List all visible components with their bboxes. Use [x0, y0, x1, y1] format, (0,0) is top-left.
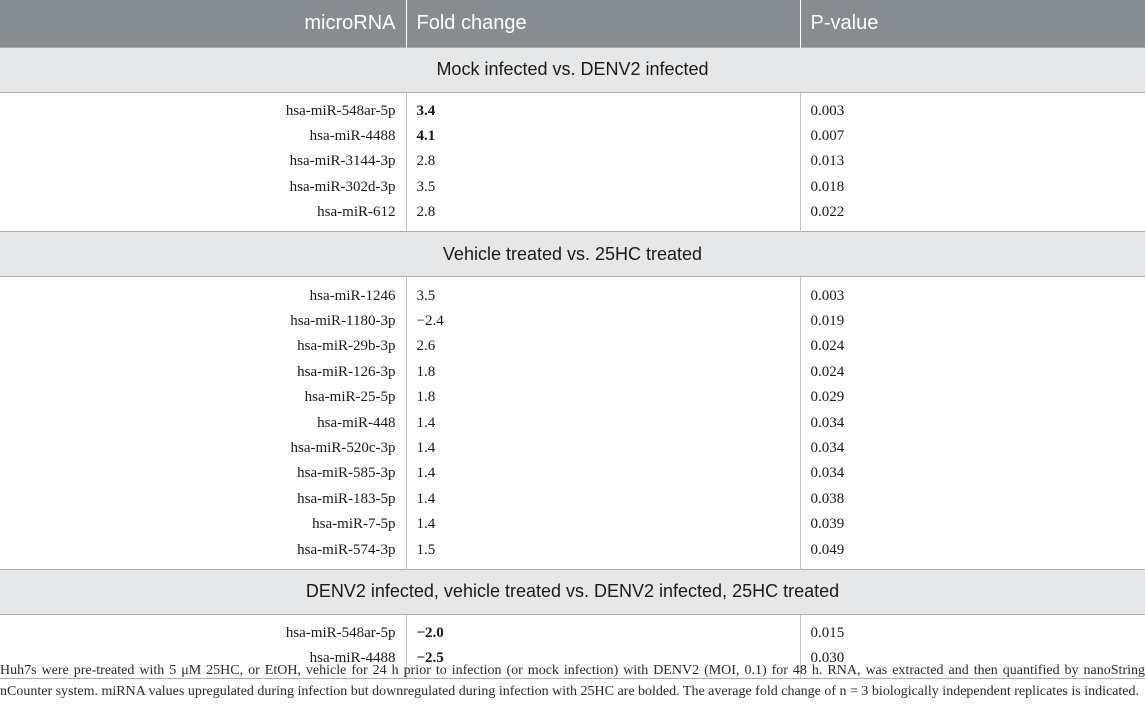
cell-microrna: hsa-miR-302d-3p	[0, 174, 407, 201]
cell-microrna: hsa-miR-585-3p	[0, 461, 407, 487]
cell-microrna: hsa-miR-612	[0, 200, 407, 232]
section-header-row: Vehicle treated vs. 25HC treated	[0, 231, 1145, 278]
header-microrna: microRNA	[0, 0, 407, 47]
cell-microrna: hsa-miR-4488	[0, 123, 407, 150]
cell-fold-change: 2.8	[406, 200, 801, 232]
cell-microrna: hsa-miR-29b-3p	[0, 334, 407, 360]
table-row: hsa-miR-1180-3p −2.4 0.019	[0, 308, 1145, 335]
cell-p-value: 0.024	[810, 363, 845, 380]
cell-p-value: 0.024	[810, 338, 845, 355]
table-row: hsa-miR-29b-3p 2.6 0.024	[0, 334, 1145, 360]
cell-microrna: hsa-miR-7-5p	[0, 511, 407, 538]
cell-microrna: hsa-miR-183-5p	[0, 486, 407, 512]
cell-fold-change: 2.8	[406, 149, 801, 175]
table-row: hsa-miR-7-5p 1.4 0.039	[0, 511, 1145, 538]
cell-p-value: 0.049	[810, 541, 845, 558]
cell-microrna: hsa-miR-574-3p	[0, 537, 407, 570]
table-row: hsa-miR-4488 −2.5 0.030	[0, 646, 1145, 679]
cell-fold-change: −2.4	[406, 308, 801, 335]
cell-microrna: hsa-miR-1180-3p	[0, 308, 407, 335]
cell-fold-change: 3.5	[406, 174, 801, 201]
table-row: hsa-miR-1246 3.5 0.003	[0, 276, 1145, 309]
cell-p-value: 0.013	[810, 153, 845, 170]
cell-p-value: 0.015	[810, 624, 845, 641]
cell-fold-change: −2.0	[406, 614, 801, 647]
table-row: hsa-miR-4488 4.1 0.007	[0, 123, 1145, 150]
table-row: hsa-miR-126-3p 1.8 0.024	[0, 359, 1145, 386]
cell-p-value: 0.018	[810, 178, 845, 195]
cell-microrna: hsa-miR-548ar-5p	[0, 92, 407, 124]
table-row: hsa-miR-548ar-5p −2.0 0.015	[0, 614, 1145, 647]
section-header-row: Mock infected vs. DENV2 infected	[0, 46, 1145, 93]
section-header-row: DENV2 infected, vehicle treated vs. DENV…	[0, 568, 1145, 615]
table-footnote: Huh7s were pre-treated with 5 μM 25HC, o…	[0, 663, 1145, 699]
header-fold-change: Fold change	[406, 0, 801, 47]
table-row: hsa-miR-302d-3p 3.5 0.018	[0, 174, 1145, 201]
cell-microrna: hsa-miR-448	[0, 410, 407, 436]
table-row: hsa-miR-585-3p 1.4 0.034	[0, 461, 1145, 487]
table-body: Mock infected vs. DENV2 infected hsa-miR-…	[0, 46, 1145, 679]
table-row: hsa-miR-548ar-5p 3.4 0.003	[0, 92, 1145, 124]
cell-p-value: 0.003	[810, 287, 845, 304]
cell-p-value: 0.034	[810, 439, 845, 456]
fold-change-bold: −2.5	[416, 650, 444, 667]
fold-change-bold: 4.1	[416, 128, 436, 145]
cell-fold-change: 1.5	[406, 537, 801, 570]
cell-microrna: hsa-miR-1246	[0, 276, 407, 309]
table-header: microRNA Fold change P-value	[0, 0, 1145, 47]
cell-p-value: 0.039	[810, 516, 845, 533]
cell-fold-change: 1.8	[406, 385, 801, 411]
section-title: DENV2 infected, vehicle treated vs. DENV…	[0, 568, 1145, 615]
fold-change-bold: 3.4	[416, 102, 436, 119]
header-row: microRNA Fold change P-value	[0, 0, 1145, 47]
cell-p-value: 0.029	[810, 389, 845, 406]
table-row: hsa-miR-520c-3p 1.4 0.034	[0, 435, 1145, 462]
cell-p-value: 0.034	[810, 414, 845, 431]
cell-microrna: hsa-miR-126-3p	[0, 359, 407, 386]
cell-fold-change: 3.5	[406, 276, 801, 309]
section-title: Mock infected vs. DENV2 infected	[0, 46, 1145, 93]
section-title: Vehicle treated vs. 25HC treated	[0, 231, 1145, 278]
cell-microrna: hsa-miR-4488	[0, 646, 407, 679]
header-p-value: P-value	[800, 0, 1145, 47]
table-row: hsa-miR-25-5p 1.8 0.029	[0, 385, 1145, 411]
cell-fold-change: 1.4	[406, 435, 801, 462]
cell-fold-change: 1.4	[406, 461, 801, 487]
cell-p-value: 0.003	[810, 102, 845, 119]
cell-fold-change: 1.4	[406, 511, 801, 538]
table-row: hsa-miR-574-3p 1.5 0.049	[0, 537, 1145, 570]
cell-p-value: 0.007	[810, 128, 845, 145]
table-row: hsa-miR-183-5p 1.4 0.038	[0, 486, 1145, 512]
cell-p-value: 0.019	[810, 313, 845, 330]
cell-fold-change: 4.1	[406, 123, 801, 150]
cell-fold-change: 1.4	[406, 486, 801, 512]
table-row: hsa-miR-448 1.4 0.034	[0, 410, 1145, 436]
cell-fold-change: 1.8	[406, 359, 801, 386]
cell-microrna: hsa-miR-548ar-5p	[0, 614, 407, 647]
cell-p-value: 0.022	[810, 204, 845, 221]
cell-microrna: hsa-miR-520c-3p	[0, 435, 407, 462]
mirna-table: microRNA Fold change P-value Mock infect…	[0, 0, 1145, 679]
cell-microrna: hsa-miR-25-5p	[0, 385, 407, 411]
cell-microrna: hsa-miR-3144-3p	[0, 149, 407, 175]
cell-fold-change: 3.4	[406, 92, 801, 124]
cell-fold-change: 2.6	[406, 334, 801, 360]
cell-p-value: 0.038	[810, 490, 845, 507]
fold-change-bold: −2.0	[416, 624, 444, 641]
cell-p-value: 0.034	[810, 465, 845, 482]
table-row: hsa-miR-3144-3p 2.8 0.013	[0, 149, 1145, 175]
cell-p-value: 0.030	[800, 646, 1145, 679]
cell-fold-change: 1.4	[406, 410, 801, 436]
cell-fold-change: −2.5	[406, 646, 801, 679]
table-row: hsa-miR-612 2.8 0.022	[0, 200, 1145, 232]
